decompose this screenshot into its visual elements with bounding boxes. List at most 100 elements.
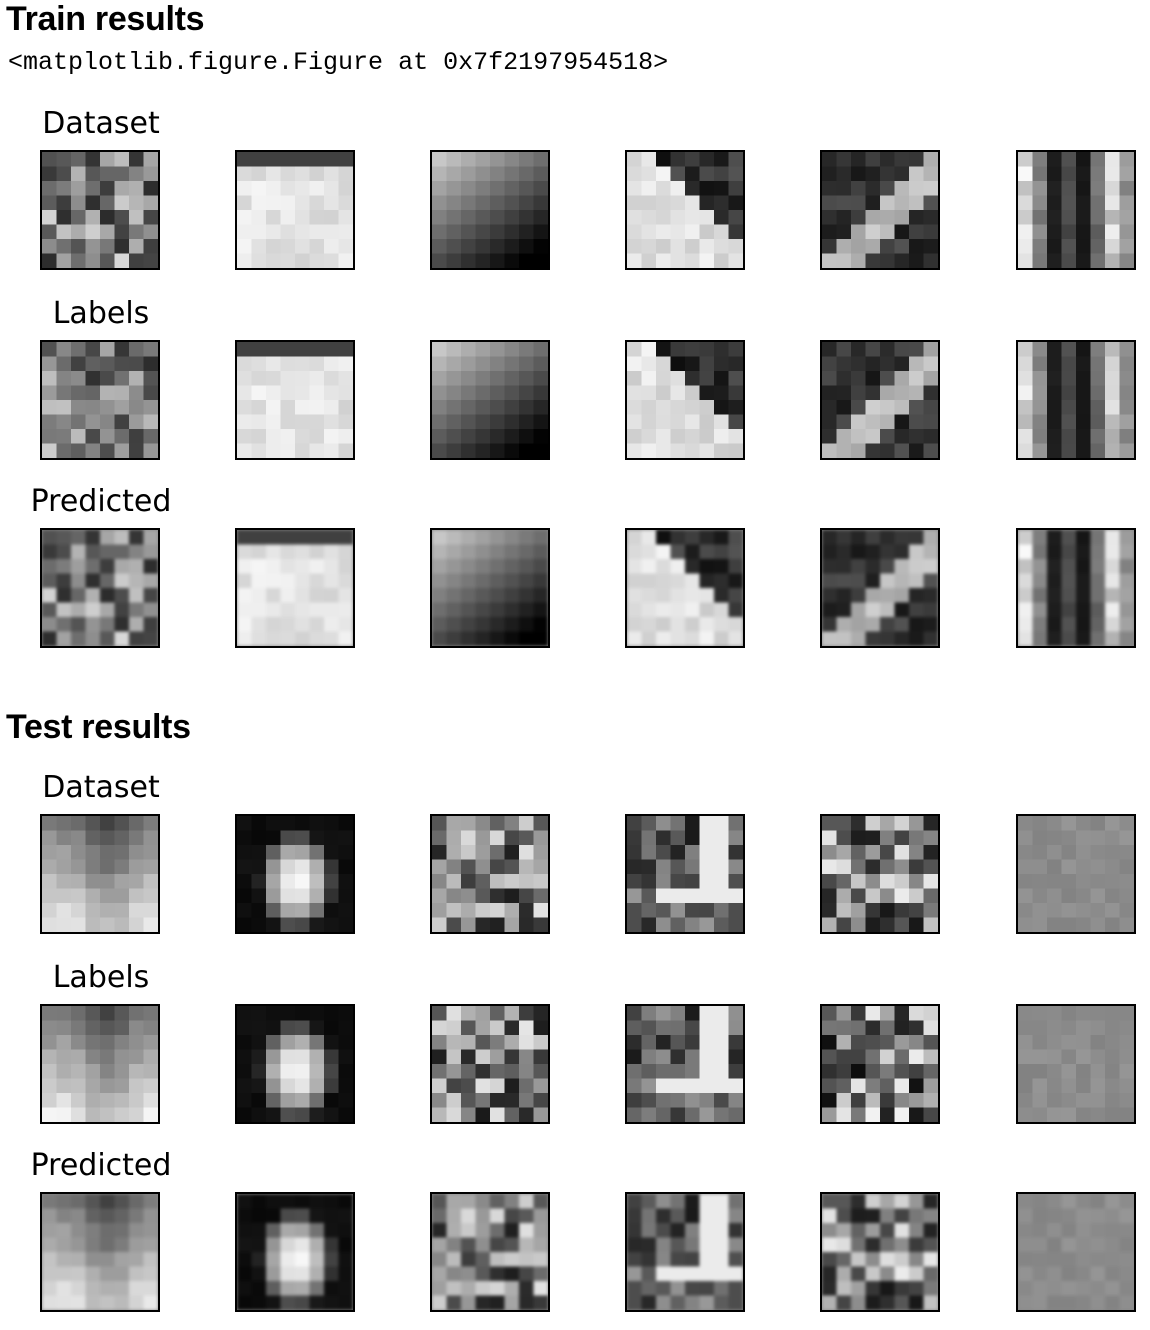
patch-pixel [295,1093,310,1108]
patch-pixel [1090,888,1106,904]
patch-pixel [656,181,671,196]
patch-pixel [656,429,671,444]
patch-pixel [894,530,910,545]
patch-pixel [251,1208,267,1224]
patch-pixel [295,544,310,560]
patch-pixel [923,573,938,589]
patch-pixel [894,443,910,458]
patch-pixel [42,602,57,618]
patch-pixel [143,602,158,618]
patch-pixel [432,903,447,918]
patch-pixel [280,1107,296,1122]
patch-pixel [475,181,491,196]
patch-pixel [685,845,700,860]
patch-pixel [670,530,686,545]
patch-pixel [504,1252,520,1267]
patch-pixel [714,544,729,560]
patch-pixel [627,816,642,831]
patch-pixel [100,859,115,875]
patch-pixels [432,530,548,646]
patch-pixel [685,342,700,357]
patch-pixel [251,530,267,545]
patch-pixel [114,371,130,386]
patch-pixel [324,1006,339,1021]
patch-pixel [822,152,837,167]
patch-pixel [851,239,866,254]
patch-pixels [822,1194,938,1310]
train-labels-tile-2 [235,340,355,460]
patch-pixel [42,224,57,240]
patch-pixel [280,181,296,196]
patch-pixel [656,253,671,268]
patch-pixel [143,385,158,401]
patch-pixel [1090,414,1106,430]
patch-pixel [699,903,715,918]
patch-pixel [237,573,252,589]
patch-pixel [1032,166,1048,182]
patch-pixel [1018,845,1033,860]
patch-pixel [923,1107,938,1122]
patch-pixel [627,166,642,182]
patch-pixel [1076,859,1091,875]
patch-pixel [1105,559,1120,574]
patch-pixel [85,573,101,589]
patch-pixel [338,414,353,430]
patch-pixel [475,400,491,415]
patch-pixel [865,1237,881,1253]
patch-pixel [266,1035,281,1050]
patch-pixel [714,1064,729,1079]
patch-pixel [295,588,310,603]
patch-pixel [641,400,657,415]
patch-pixel [822,830,837,846]
patch-pixel [519,253,534,268]
patch-pixel [923,530,938,545]
patch-pixel [280,224,296,240]
patch-pixel [728,414,743,430]
patch-pixel [129,239,144,254]
patch-pixel [1105,1194,1120,1209]
patch-pixels [237,342,353,458]
patch-pixel [446,253,462,268]
patch-pixel [446,414,462,430]
patch-pixel [923,210,938,225]
patch-pixel [446,917,462,932]
patch-pixel [251,166,267,182]
patch-pixel [504,371,520,386]
patch-pixel [699,602,715,618]
patch-pixel [851,617,866,632]
patch-pixel [880,1266,895,1282]
patch-pixel [656,617,671,632]
patch-pixel [641,210,657,225]
patch-pixel [280,429,296,444]
patch-pixel [894,845,910,860]
patch-pixel [309,1049,325,1065]
patch-pixel [461,559,476,574]
patch-pixel [714,385,729,401]
patch-pixel [251,1223,267,1238]
patch-pixel [461,1194,476,1209]
patch-pixel [656,1035,671,1050]
patch-pixel [641,1107,657,1122]
patch-pixel [42,195,57,211]
patch-pixel [504,385,520,401]
patch-pixel [446,400,462,415]
patch-pixel [129,224,144,240]
patch-pixel [1105,1020,1120,1036]
patch-pixel [627,239,642,254]
patch-pixel [1090,1223,1106,1238]
patch-pixel [923,181,938,196]
patch-pixel [851,414,866,430]
patch-pixel [699,371,715,386]
patch-pixel [71,371,86,386]
patch-pixel [1119,544,1134,560]
patch-pixel [1105,166,1120,182]
patch-pixel [627,152,642,167]
patch-pixel [129,845,144,860]
patch-pixel [295,210,310,225]
patch-pixel [432,1295,447,1310]
patch-pixel [85,400,101,415]
patch-pixel [519,1006,534,1021]
patch-pixel [446,371,462,386]
patch-pixel [143,1049,158,1065]
patch-pixel [1047,1064,1062,1079]
